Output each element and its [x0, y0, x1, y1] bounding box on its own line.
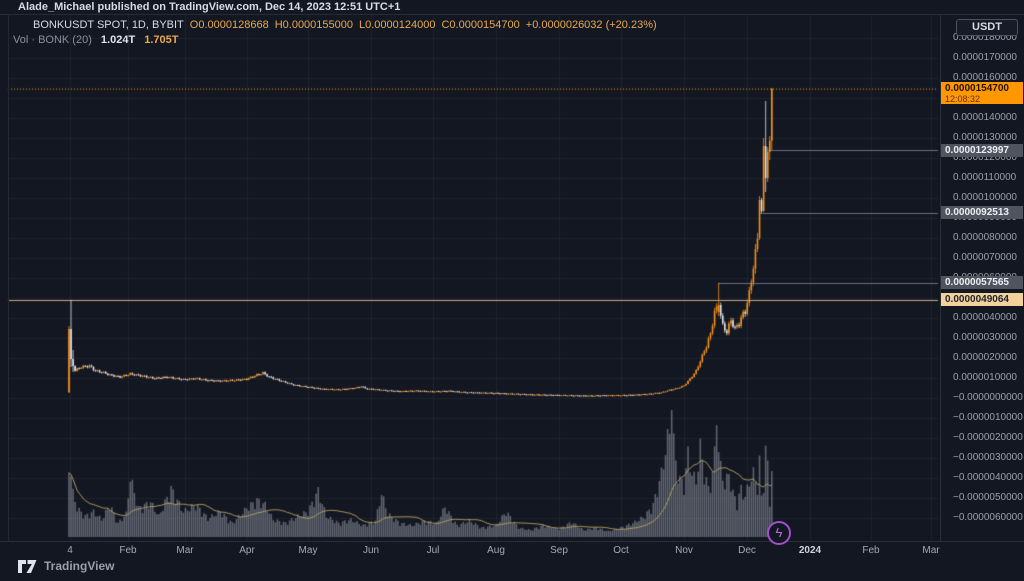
time-axis-tick: 2024 — [798, 545, 822, 556]
price-axis-tick: −0.0000050000 — [953, 492, 1023, 503]
header-divider — [0, 14, 1024, 15]
price-axis-tick: −0.0000040000 — [953, 472, 1023, 483]
level-price-label-gray: 0.0000057565 — [941, 276, 1023, 290]
volume-legend[interactable]: Vol · BONK (20) 1.024T 1.705T — [13, 34, 178, 46]
time-axis-tick: Sep — [550, 545, 568, 556]
tradingview-logo-icon — [18, 559, 37, 573]
time-axis-divider — [0, 541, 1024, 542]
price-axis-tick: 0.0000010000 — [953, 372, 1017, 383]
bar-countdown: 12:08:32 — [945, 93, 981, 104]
volume-value: 1.024T — [100, 34, 136, 46]
ohlc-token: H0.0000155000 — [274, 19, 353, 31]
price-axis-tick: 0.0000030000 — [953, 332, 1017, 343]
time-axis-tick: Jun — [362, 545, 380, 556]
price-axis-tick: 0.0000120000 — [953, 152, 1017, 163]
time-axis-tick: Mar — [176, 545, 194, 556]
tradingview-logo-text: TradingView — [44, 559, 115, 573]
ohlc-token: C0.0000154700 — [441, 19, 520, 31]
level-price-label-gray: 0.0000092513 — [941, 206, 1023, 220]
tradingview-logo[interactable]: TradingView — [18, 559, 114, 573]
price-axis-tick: 0.0000130000 — [953, 132, 1017, 143]
price-axis-tick: 0.0000040000 — [953, 312, 1017, 323]
price-axis-tick: 0.0000140000 — [953, 112, 1017, 123]
currency-toggle-button[interactable]: USDT — [956, 19, 1018, 36]
price-axis-tick: 0.0000020000 — [953, 352, 1017, 363]
symbol-title: BONKUSDT SPOT, 1D, BYBIT — [33, 19, 184, 31]
time-axis-tick: Mar — [922, 545, 940, 556]
ohlc-token: +0.0000026032 (+20.23%) — [525, 19, 657, 31]
time-axis-tick: Feb — [119, 545, 137, 556]
price-axis-tick: −0.0000010000 — [953, 412, 1023, 423]
idea-event-marker-icon[interactable]: ϟ — [767, 521, 791, 545]
last-price-label: 0.0000154700 12:08:32 — [941, 81, 1023, 104]
ohlc-token: L0.0000124000 — [359, 19, 436, 31]
publication-banner: Alade_Michael published on TradingView.c… — [18, 0, 400, 14]
time-axis-tick: Oct — [613, 545, 629, 556]
time-axis-tick: 4 — [67, 545, 73, 556]
price-axis-tick: −0.0000030000 — [953, 452, 1023, 463]
price-axis-tick: 0.0000180000 — [953, 32, 1017, 43]
time-axis-tick: Aug — [487, 545, 505, 556]
price-axis-tick: −0.0000000000 — [953, 392, 1023, 403]
price-axis-tick: 0.0000110000 — [953, 172, 1017, 183]
price-axis-divider — [940, 14, 941, 541]
time-axis-tick: Apr — [239, 545, 255, 556]
plot-left-border — [8, 14, 9, 541]
time-axis-tick: Dec — [738, 545, 756, 556]
publication-text: Alade_Michael published on TradingView.c… — [18, 1, 401, 13]
price-axis-tick: 0.0000100000 — [953, 192, 1017, 203]
last-price-value: 0.0000154700 — [945, 82, 1009, 94]
price-axis-tick: 0.0000170000 — [953, 52, 1017, 63]
ohlc-values: O0.0000128668 H0.0000155000 L0.0000124000 C… — [184, 19, 657, 31]
time-axis-tick: Nov — [675, 545, 693, 556]
price-axis-tick: 0.0000070000 — [953, 252, 1017, 263]
price-axis-tick: 0.0000160000 — [953, 72, 1017, 83]
volume-ma-value: 1.705T — [144, 34, 179, 46]
price-axis-tick: −0.0000020000 — [953, 432, 1023, 443]
time-axis-tick: May — [298, 545, 318, 556]
price-axis-tick: 0.0000080000 — [953, 232, 1017, 243]
symbol-legend[interactable]: BONKUSDT SPOT, 1D, BYBIT O0.0000128668 H0.… — [33, 19, 657, 31]
tan-level-value: 0.0000049064 — [945, 294, 1009, 306]
volume-indicator-label: Vol · BONK (20) — [13, 34, 92, 46]
level-price-label-tan: 0.0000049064 — [941, 293, 1023, 307]
time-axis-tick: Jul — [426, 545, 440, 556]
price-axis-tick: −0.0000060000 — [953, 512, 1023, 523]
time-axis-tick: Feb — [862, 545, 880, 556]
ohlc-token: O0.0000128668 — [189, 19, 269, 31]
level-price-label-gray: 0.0000123997 — [941, 143, 1023, 157]
